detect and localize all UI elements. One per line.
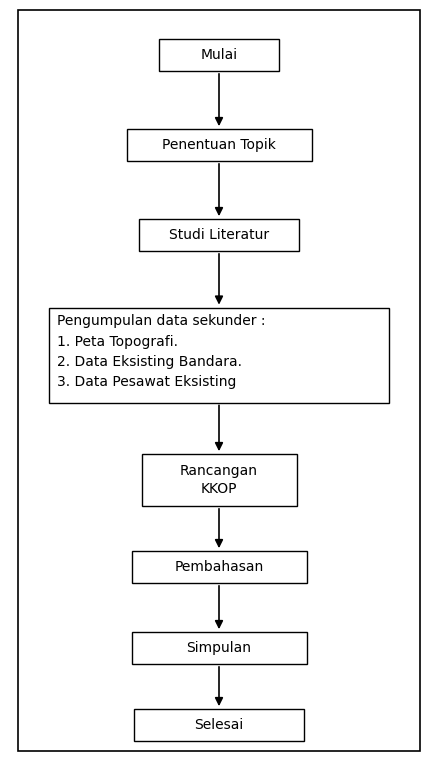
Text: Pengumpulan data sekunder :
1. Peta Topografi.
2. Data Eksisting Bandara.
3. Dat: Pengumpulan data sekunder : 1. Peta Topo… [57, 314, 265, 389]
Bar [49, 307, 389, 403]
Text: Rancangan
KKOP: Rancangan KKOP [180, 463, 258, 496]
Bar [127, 129, 311, 161]
Text: Mulai: Mulai [201, 48, 237, 62]
Text: Simpulan: Simpulan [187, 641, 251, 655]
Bar [131, 551, 307, 583]
Text: Selesai: Selesai [194, 718, 244, 732]
Bar [141, 454, 297, 506]
Bar [139, 219, 299, 251]
Text: Penentuan Topik: Penentuan Topik [162, 138, 276, 152]
Bar [131, 632, 307, 664]
Text: Pembahasan: Pembahasan [174, 560, 264, 574]
Bar [134, 709, 304, 741]
Text: Studi Literatur: Studi Literatur [169, 228, 269, 242]
Bar [159, 39, 279, 71]
